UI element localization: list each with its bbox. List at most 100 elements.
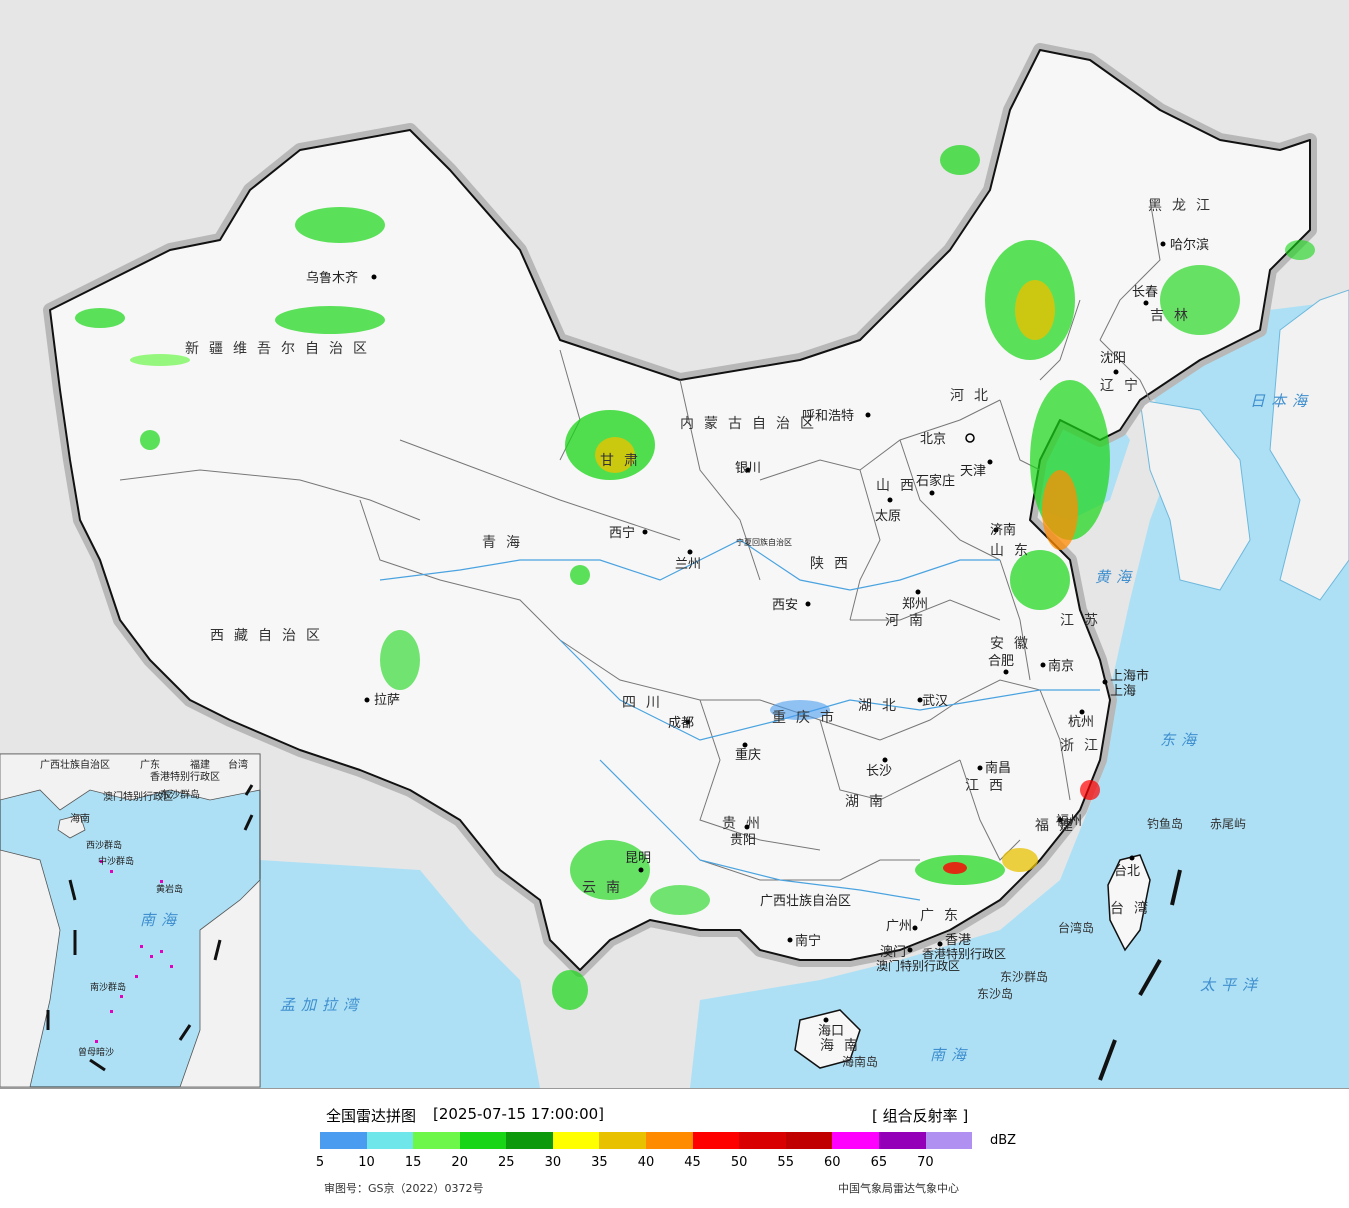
- province-label: 河南: [885, 613, 933, 629]
- island-label: 台湾岛: [1058, 920, 1094, 935]
- city-label: 天津: [960, 464, 986, 479]
- scale-tick-label: 30: [544, 1155, 562, 1170]
- scale-tick-label: 5: [315, 1155, 325, 1170]
- province-label: 香港特别行政区: [922, 946, 1006, 961]
- island-label: 钓鱼岛: [1147, 816, 1183, 831]
- city-label: 香港: [945, 933, 971, 948]
- province-label: 上海市: [1110, 668, 1149, 684]
- province-label: 台湾: [1110, 900, 1158, 917]
- city-label: 澳门: [880, 944, 906, 960]
- city-label: 兰州: [675, 557, 701, 572]
- scale-tick-label: 50: [730, 1155, 748, 1170]
- province-label: 河北: [950, 388, 998, 404]
- scale-tick-label: 15: [404, 1155, 422, 1170]
- city-label: 南京: [1048, 658, 1074, 674]
- city-label: 郑州: [902, 597, 928, 612]
- province-label: 青海: [482, 535, 530, 551]
- boundary-dashes: [1098, 869, 1182, 1081]
- hainan-island: [794, 1009, 861, 1069]
- island-label: 海南岛: [842, 1054, 878, 1069]
- color-swatch: [646, 1132, 693, 1149]
- province-label: 海南: [820, 1038, 868, 1054]
- city-label: 贵阳: [730, 833, 756, 848]
- scale-tick-label: 20: [451, 1155, 468, 1170]
- city-label: 武汉: [922, 694, 948, 709]
- color-swatch: [366, 1132, 414, 1149]
- city-label: 南昌: [985, 760, 1011, 776]
- sea-label: 孟加拉湾: [280, 996, 364, 1014]
- province-label: 宁夏回族自治区: [736, 537, 792, 547]
- province-label: 福建: [1035, 818, 1083, 834]
- legend-product: [ 组合反射率 ]: [872, 1107, 969, 1125]
- city-label: 济南: [990, 522, 1016, 538]
- city-label: 广州: [886, 919, 912, 934]
- province-label: 内蒙古自治区: [680, 416, 824, 432]
- inset-label: 海南: [70, 812, 90, 825]
- radar-map[interactable]: 新疆维吾尔自治区 西藏自治区 青海 甘肃 内蒙古自治区 黑龙江 吉林 辽宁 河北…: [0, 0, 1349, 1089]
- city-label: 福州: [1056, 814, 1082, 829]
- scale-tick-label: 65: [870, 1155, 888, 1170]
- color-swatch: [459, 1132, 507, 1149]
- inset-label: 东沙群岛: [160, 788, 200, 801]
- scale-tick-label: 35: [591, 1155, 608, 1170]
- city-label: 台北: [1114, 864, 1140, 879]
- color-swatch: [320, 1132, 367, 1149]
- korea-land: [1139, 399, 1251, 591]
- province-label: 江西: [965, 778, 1013, 794]
- color-scale-bar: [320, 1132, 973, 1149]
- city-label: 海口: [818, 1024, 844, 1039]
- color-swatch: [925, 1132, 973, 1149]
- color-swatch: [599, 1132, 647, 1149]
- city-label: 西安: [772, 598, 798, 613]
- city-label: 乌鲁木齐: [306, 270, 358, 286]
- city-label: 西宁: [609, 525, 635, 541]
- province-labels: 新疆维吾尔自治区 西藏自治区 青海 甘肃 内蒙古自治区 黑龙江 吉林 辽宁 河北…: [185, 198, 1210, 1054]
- province-label: 浙江: [1060, 738, 1108, 754]
- city-label: 杭州: [1068, 715, 1094, 730]
- inset-south-china-sea: 广西壮族自治区 广东 福建 台湾 香港特别行政区 澳门特别行政区 东沙群岛 海南…: [0, 753, 261, 1088]
- scale-tick-label: 70: [917, 1155, 934, 1170]
- city-label: 沈阳: [1100, 351, 1126, 366]
- city-labels: 乌鲁木齐 拉萨 西宁 兰州 银川 呼和浩特 北京 天津 石家庄 太原 济南 西安…: [306, 237, 1209, 1039]
- color-swatch: [506, 1132, 553, 1149]
- inset-label: 澳门特别行政区: [103, 790, 173, 803]
- color-swatch: [832, 1132, 879, 1149]
- city-label: 重庆: [735, 747, 761, 763]
- scale-tick-label: 25: [498, 1155, 515, 1170]
- city-label: 长春: [1132, 285, 1158, 300]
- province-label: 重庆市: [772, 709, 844, 726]
- color-swatch: [552, 1132, 600, 1149]
- source-credit: 中国气象局雷达气象中心: [838, 1182, 959, 1195]
- color-swatch: [878, 1132, 926, 1149]
- city-label: 南宁: [795, 933, 821, 949]
- province-label: 山东: [990, 543, 1038, 559]
- taiwan-island: [1107, 854, 1151, 952]
- province-label: 四川: [622, 695, 670, 711]
- province-label: 陕西: [810, 556, 858, 572]
- province-label: 西藏自治区: [210, 628, 330, 644]
- inset-label: 广东: [140, 758, 160, 771]
- color-swatch: [785, 1132, 833, 1149]
- legend-unit: dBZ: [990, 1133, 1017, 1148]
- island-labels: 钓鱼岛 赤尾屿 台湾岛 东沙群岛 东沙岛 海南岛: [842, 816, 1246, 1069]
- legend-panel: 全国雷达拼图 [2025-07-15 17:00:00] [ 组合反射率 ] d…: [0, 1089, 1349, 1208]
- city-label: 昆明: [625, 851, 651, 866]
- city-label: 太原: [875, 509, 901, 524]
- province-label: 广东: [920, 908, 968, 924]
- inset-label: 香港特别行政区: [150, 770, 220, 783]
- province-label: 广西壮族自治区: [760, 893, 851, 909]
- province-label: 湖北: [858, 698, 906, 714]
- province-label: 江苏: [1060, 613, 1108, 629]
- scale-tick-label: 40: [637, 1155, 655, 1170]
- island-label: 东沙岛: [977, 986, 1013, 1001]
- province-label: 安徽: [990, 636, 1038, 652]
- sea-label: 日本海: [1250, 392, 1313, 410]
- city-label: 石家庄: [916, 473, 955, 489]
- province-label: 澳门特别行政区: [876, 958, 960, 973]
- city-label: 长沙: [866, 764, 892, 779]
- inset-label: 黄岩岛: [156, 883, 183, 895]
- city-label: 哈尔滨: [1170, 237, 1209, 253]
- island-label: 赤尾屿: [1210, 817, 1246, 831]
- inset-label: 南海: [140, 911, 182, 929]
- inset-label: 福建: [190, 758, 210, 771]
